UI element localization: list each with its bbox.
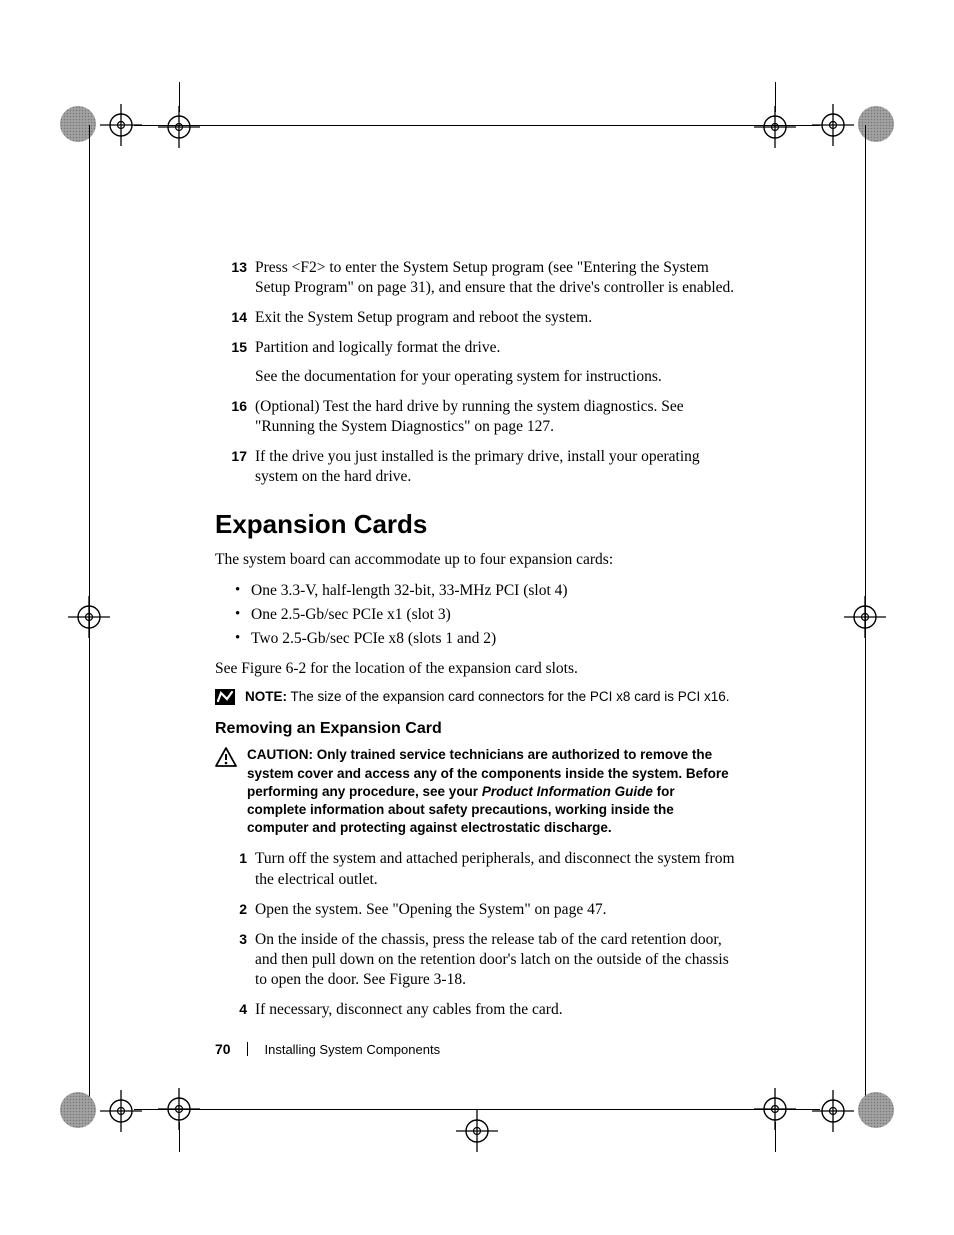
cropmark-target — [100, 104, 138, 142]
cropmark-circle — [60, 1092, 96, 1128]
cropmark-target — [812, 104, 850, 142]
step-number: 1 — [215, 849, 247, 866]
bullet-item: One 2.5-Gb/sec PCIe x1 (slot 3) — [215, 603, 735, 627]
step-15: 15 Partition and logically format the dr… — [215, 338, 735, 386]
step-text: (Optional) Test the hard drive by runnin… — [255, 397, 735, 437]
step-text: Open the system. See "Opening the System… — [255, 900, 606, 920]
caution-italic: Product Information Guide — [482, 784, 653, 799]
footer-section-label: Installing System Components — [264, 1042, 440, 1057]
step-text: Partition and logically format the drive… — [255, 338, 662, 386]
step-16: 16 (Optional) Test the hard drive by run… — [215, 397, 735, 437]
cropmark-circle — [60, 106, 96, 142]
caution-label: CAUTION: — [247, 747, 317, 762]
note-body: The size of the expansion card connector… — [287, 689, 729, 704]
body-text: See Figure 6-2 for the location of the e… — [215, 659, 735, 680]
step-1: 1 Turn off the system and attached perip… — [215, 849, 735, 889]
subsection-heading: Removing an Expansion Card — [215, 720, 735, 738]
cropmark-target — [456, 1110, 494, 1148]
step-text: Exit the System Setup program and reboot… — [255, 308, 592, 328]
cropmark-target — [754, 106, 792, 144]
bullet-item: Two 2.5-Gb/sec PCIe x8 (slots 1 and 2) — [215, 627, 735, 651]
step-subtext: See the documentation for your operating… — [255, 367, 662, 387]
cropmark-target — [812, 1090, 850, 1128]
step-number: 16 — [215, 397, 247, 414]
step-14: 14 Exit the System Setup program and reb… — [215, 308, 735, 328]
section-heading: Expansion Cards — [215, 509, 735, 540]
step-number: 4 — [215, 1000, 247, 1017]
step-text-line: Partition and logically format the drive… — [255, 339, 500, 356]
cropmark-right-rule — [865, 125, 866, 1109]
cropmark-left-rule — [89, 125, 90, 1109]
cropmark-circle — [858, 106, 894, 142]
footer-divider — [247, 1042, 248, 1056]
step-4: 4 If necessary, disconnect any cables fr… — [215, 1000, 735, 1020]
caution-text: CAUTION: Only trained service technician… — [247, 746, 735, 837]
step-number: 3 — [215, 930, 247, 947]
cropmark-target — [754, 1088, 792, 1126]
step-text: Press <F2> to enter the System Setup pro… — [255, 258, 735, 298]
step-17: 17 If the drive you just installed is th… — [215, 447, 735, 487]
step-13: 13 Press <F2> to enter the System Setup … — [215, 258, 735, 298]
step-text: If the drive you just installed is the p… — [255, 447, 735, 487]
cropmark-target — [158, 1088, 196, 1126]
step-text: On the inside of the chassis, press the … — [255, 930, 735, 990]
step-number: 14 — [215, 308, 247, 325]
page: 13 Press <F2> to enter the System Setup … — [0, 0, 954, 1235]
step-text: If necessary, disconnect any cables from… — [255, 1000, 563, 1020]
page-number: 70 — [215, 1041, 231, 1057]
note-icon — [215, 689, 235, 705]
cropmark-circle — [858, 1092, 894, 1128]
note-text: NOTE: The size of the expansion card con… — [245, 688, 729, 706]
bullet-item: One 3.3-V, half-length 32-bit, 33-MHz PC… — [215, 579, 735, 603]
cropmark-target — [68, 596, 106, 634]
page-footer: 70 Installing System Components — [215, 1041, 735, 1059]
caution-icon — [215, 747, 237, 772]
step-number: 15 — [215, 338, 247, 355]
cropmark-target — [158, 106, 196, 144]
step-3: 3 On the inside of the chassis, press th… — [215, 930, 735, 990]
step-text: Turn off the system and attached periphe… — [255, 849, 735, 889]
cropmark-target — [100, 1090, 138, 1128]
step-2: 2 Open the system. See "Opening the Syst… — [215, 900, 735, 920]
step-number: 13 — [215, 258, 247, 275]
bullet-list: One 3.3-V, half-length 32-bit, 33-MHz PC… — [215, 579, 735, 651]
content-area: 13 Press <F2> to enter the System Setup … — [215, 258, 735, 1030]
note-label: NOTE: — [245, 689, 287, 704]
note-callout: NOTE: The size of the expansion card con… — [215, 688, 735, 706]
caution-callout: CAUTION: Only trained service technician… — [215, 746, 735, 837]
cropmark-target — [844, 596, 882, 634]
section-intro: The system board can accommodate up to f… — [215, 550, 735, 571]
step-number: 17 — [215, 447, 247, 464]
step-number: 2 — [215, 900, 247, 917]
cropmark-top-rule — [134, 125, 820, 126]
